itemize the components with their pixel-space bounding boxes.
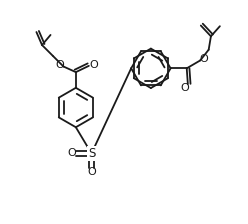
Text: O: O [87, 168, 96, 177]
Text: S: S [88, 147, 95, 160]
Text: O: O [55, 60, 64, 70]
Text: O: O [200, 54, 209, 64]
Text: O: O [180, 84, 189, 93]
Text: O: O [67, 149, 76, 158]
Text: O: O [89, 60, 98, 70]
